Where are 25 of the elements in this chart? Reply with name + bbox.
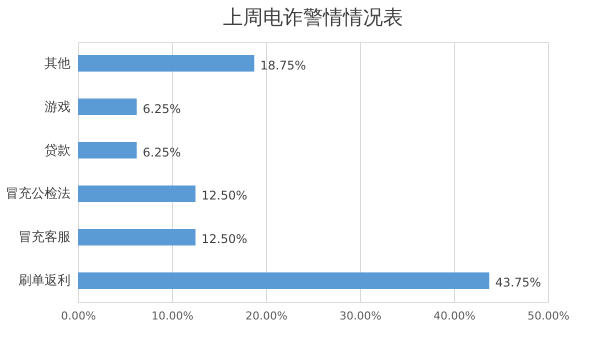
bar: [78, 185, 196, 202]
x-tick-label: 0.00%: [61, 310, 96, 322]
x-tick-label: 30.00%: [340, 310, 382, 322]
bar: [78, 272, 490, 289]
data-label: 43.75%: [495, 276, 542, 290]
chart-title: 上周电诈警情情况表: [223, 5, 403, 29]
data-label: 18.75%: [260, 58, 306, 72]
bar: [78, 142, 137, 159]
bar: [78, 55, 254, 72]
x-tick-label: 50.00%: [528, 310, 570, 322]
y-tick-label: 其他: [44, 56, 70, 72]
data-label: 6.25%: [142, 102, 181, 116]
data-label: 12.50%: [202, 232, 248, 246]
bar: [78, 98, 137, 116]
x-tick-label: 20.00%: [246, 310, 288, 322]
y-tick-label: 贷款: [44, 143, 70, 158]
y-tick-label: 冒充客服: [18, 229, 70, 246]
y-tick-label: 游戏: [44, 100, 70, 115]
bar: [78, 228, 196, 246]
y-tick-label: 冒充公检法: [6, 186, 70, 202]
x-tick-label: 40.00%: [434, 310, 476, 322]
y-tick-label: 刷单返利: [18, 274, 70, 289]
data-label: 12.50%: [202, 188, 248, 203]
data-label: 6.25%: [142, 145, 181, 160]
x-tick-label: 10.00%: [152, 310, 194, 322]
